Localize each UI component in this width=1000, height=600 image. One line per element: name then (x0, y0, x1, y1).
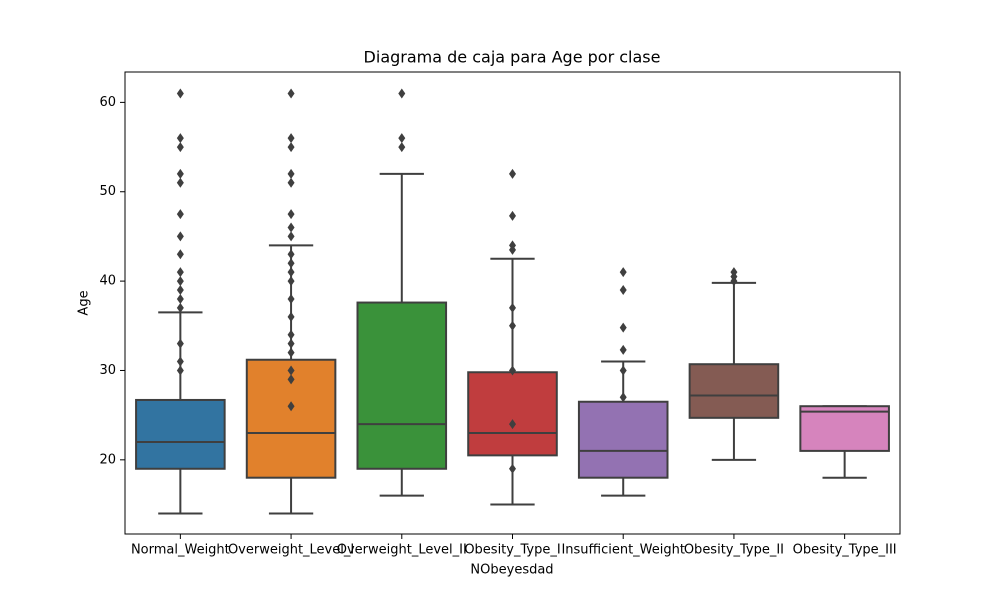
y-axis-label: Age (77, 290, 92, 315)
outlier (287, 231, 295, 242)
outlier (509, 302, 516, 313)
box (135, 398, 226, 470)
outlier (287, 222, 295, 233)
box (799, 405, 890, 452)
outlier (176, 267, 184, 278)
outlier (176, 338, 184, 349)
x-tick-label: Insufficient_Weight (561, 543, 685, 558)
y-tick-label: 50 (99, 184, 116, 199)
outlier (619, 344, 627, 355)
outlier (287, 365, 295, 376)
outlier (509, 244, 516, 255)
outlier (619, 267, 627, 278)
outlier (176, 177, 184, 188)
outlier (287, 347, 295, 358)
outlier (287, 329, 295, 340)
outlier (287, 249, 295, 260)
outlier (176, 142, 184, 153)
outlier (176, 302, 184, 313)
outlier (176, 209, 184, 220)
box (577, 400, 669, 479)
y-tick-label: 30 (99, 363, 116, 378)
outlier (398, 133, 406, 144)
outlier (287, 267, 295, 278)
x-tick-label: Overweight_Level_I (228, 543, 354, 558)
outlier (176, 168, 184, 179)
outlier (287, 293, 295, 304)
box (467, 371, 558, 457)
outlier (509, 210, 516, 221)
outlier (287, 177, 295, 188)
plot-frame (124, 71, 901, 535)
box (356, 301, 448, 470)
chart-title: Diagrama de caja para Age por clase (364, 48, 661, 67)
x-tick-label: Normal_Weight (131, 543, 230, 558)
outlier (619, 322, 627, 333)
outlier (287, 88, 295, 99)
outlier (398, 88, 406, 99)
box (688, 363, 780, 419)
outlier (287, 209, 295, 220)
outlier (730, 276, 738, 287)
outlier (176, 276, 184, 287)
outlier (176, 285, 184, 296)
y-tick-label: 20 (99, 452, 116, 467)
outlier (176, 231, 184, 242)
y-tick-label: 40 (99, 274, 116, 289)
outlier (176, 365, 184, 376)
outlier (509, 365, 516, 376)
x-tick-label: Obesity_Type_III (793, 543, 897, 558)
outlier (287, 258, 295, 269)
outlier (287, 374, 295, 385)
outlier (398, 142, 406, 153)
outlier (509, 168, 516, 179)
outlier (287, 133, 295, 144)
outlier (287, 168, 295, 179)
outlier (176, 293, 184, 304)
outlier (287, 311, 295, 322)
outlier (287, 338, 295, 349)
outlier (509, 320, 516, 331)
outlier (509, 419, 516, 430)
outlier (176, 133, 184, 144)
outlier (619, 365, 627, 376)
outlier (287, 401, 295, 412)
x-tick-label: Obesity_Type_II (684, 543, 784, 558)
x-tick-label: Obesity_Type_I (464, 543, 560, 558)
outlier (287, 276, 295, 287)
outlier (287, 142, 295, 153)
outlier (176, 88, 184, 99)
outlier (619, 285, 627, 296)
x-tick-label: Overweight_Level_II (337, 543, 467, 558)
outlier (176, 356, 184, 367)
y-tick-label: 60 (99, 95, 116, 110)
outlier (619, 392, 627, 403)
x-axis-label: NObeyesdad (470, 563, 553, 578)
outlier (509, 463, 516, 474)
outlier (176, 249, 184, 260)
